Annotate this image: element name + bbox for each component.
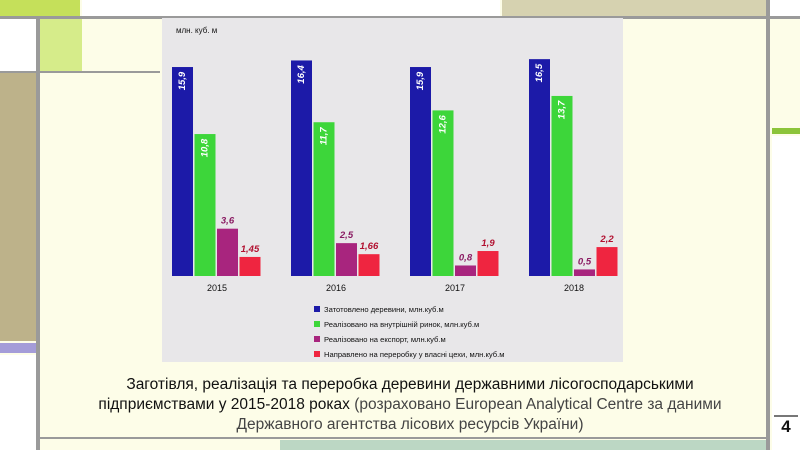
frame-block-left-green [40, 19, 82, 71]
x-tick-label-2018: 2018 [564, 283, 584, 293]
legend-swatch-1 [314, 306, 320, 312]
frame-block-left-tan [0, 73, 36, 341]
data-label-2017-series-1: 15,9 [415, 71, 426, 90]
legend-label-1: Затотовлено деревини, млн.куб.м [324, 305, 444, 314]
legend: Затотовлено деревини, млн.куб.м Реалізова… [314, 305, 504, 359]
bar-2017-series-3 [455, 265, 476, 276]
caption-main: Заготівля, реалізація та переробка дерев… [98, 376, 694, 413]
data-label-2017-series-3: 0,8 [459, 252, 473, 263]
frame-block-top-left [0, 0, 80, 16]
page-number: 4 [774, 415, 798, 441]
data-label-2016-series-3: 2,5 [339, 230, 354, 241]
data-label-2018-series-1: 16,5 [534, 63, 545, 82]
bar-2016-series-2 [313, 122, 335, 276]
slide-caption: Заготівля, реалізація та переробка дерев… [80, 375, 740, 435]
frame-stripe-bottom [280, 440, 766, 450]
bar-2015-series-1 [172, 67, 193, 277]
bar-2015-series-2 [194, 134, 216, 276]
bar-2018-series-1 [529, 59, 550, 277]
caption-source: (розраховано European Analytical Centre … [236, 396, 722, 433]
bar-2017-series-1 [410, 67, 431, 277]
legend-label-3: Реалізовано на експорт, млн.куб.м [324, 335, 446, 344]
frame-line-top [0, 16, 800, 19]
frame-block-top-far [770, 0, 800, 16]
frame-block-right-green [772, 128, 800, 134]
legend-label-4: Направлено на переробку у власні цехи, м… [324, 350, 504, 359]
data-label-2015-series-2: 10,8 [200, 138, 211, 157]
data-label-2018-series-4: 2,2 [599, 234, 614, 245]
bar-2016-series-3 [336, 243, 357, 276]
legend-swatch-4 [314, 351, 320, 357]
data-label-2015-series-3: 3,6 [221, 216, 235, 227]
bar-2018-series-2 [551, 95, 573, 276]
data-label-2017-series-4: 1,9 [481, 238, 495, 249]
data-label-2016-series-2: 11,7 [319, 127, 330, 146]
bar-2018-series-4 [596, 247, 618, 276]
chart-panel: млн. куб. м 15,9 10,8 3,6 1,45 2015 16,4 11,7 2… [162, 18, 623, 362]
x-tick-label-2015: 2015 [207, 283, 227, 293]
data-label-2015-series-4: 1,45 [241, 244, 260, 255]
chart-unit-label: млн. куб. м [176, 26, 217, 35]
bar-2016-series-1 [291, 60, 312, 277]
bars-layer: 15,9 10,8 3,6 1,45 2015 16,4 11,7 2,5 1,66 2016 15… [172, 59, 618, 293]
bar-2016-series-4 [358, 254, 380, 276]
data-label-2017-series-2: 12,6 [438, 114, 449, 133]
frame-block-left-white [0, 19, 38, 71]
frame-block-right-white [772, 136, 800, 450]
legend-swatch-2 [314, 321, 320, 327]
data-label-2016-series-4: 1,66 [360, 241, 379, 252]
bar-2017-series-2 [432, 110, 454, 277]
data-label-2018-series-3: 0,5 [578, 256, 592, 267]
bar-chart: млн. куб. м 15,9 10,8 3,6 1,45 2015 16,4 11,7 2… [172, 26, 618, 359]
bar-2015-series-3 [217, 228, 238, 276]
frame-line-left-horizontal [0, 71, 160, 73]
data-label-2018-series-2: 13,7 [557, 100, 568, 119]
legend-label-2: Реалізовано на внутрішній ринок, млн.куб… [324, 320, 479, 329]
bar-2015-series-4 [239, 256, 261, 276]
bar-2017-series-4 [477, 251, 499, 276]
frame-block-top-right [502, 0, 768, 16]
frame-line-bottom [40, 437, 766, 439]
frame-line-right [766, 0, 770, 450]
x-tick-label-2017: 2017 [445, 283, 465, 293]
frame-block-left-purple [0, 343, 36, 353]
bar-2018-series-3 [574, 269, 595, 276]
frame-line-left [36, 19, 40, 450]
data-label-2015-series-1: 15,9 [177, 71, 188, 90]
x-tick-label-2016: 2016 [326, 283, 346, 293]
frame-block-left-bottom [0, 355, 36, 450]
legend-swatch-3 [314, 336, 320, 342]
data-label-2016-series-1: 16,4 [296, 65, 307, 84]
